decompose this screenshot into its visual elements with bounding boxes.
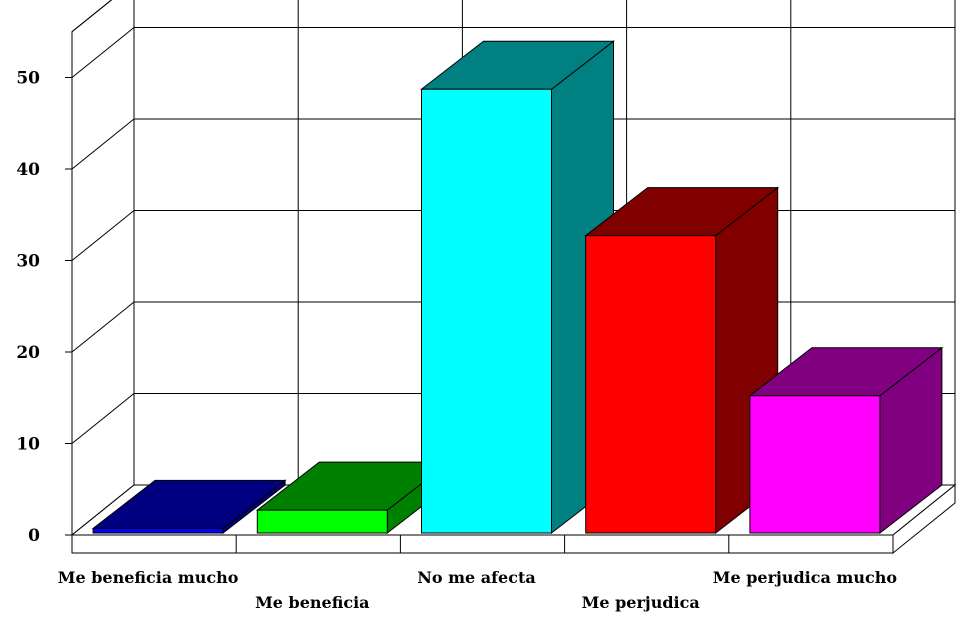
base-front [71, 534, 894, 554]
gridline-side [71, 210, 135, 261]
bars [91, 40, 944, 535]
gridline-side [71, 301, 135, 353]
x-category-label: Me perjudica [582, 593, 700, 612]
bar-front [749, 395, 881, 534]
y-tick-label: 50 [16, 69, 40, 89]
x-category-label: No me afecta [417, 568, 535, 587]
x-category-label: Me perjudica mucho [713, 568, 898, 587]
y-axis: 0 10 20 30 40 50 [16, 69, 40, 547]
y-tick-label: 30 [16, 252, 40, 272]
y-tick-label: 0 [28, 526, 40, 546]
bar-front [92, 527, 224, 534]
top-side-line [71, 0, 113, 33]
y-tick-label: 10 [16, 435, 40, 455]
bar-front [421, 88, 552, 534]
base-side [892, 483, 956, 555]
x-category-label: Me beneficia mucho [58, 568, 239, 587]
bar-4 [584, 186, 780, 535]
bar-1 [91, 479, 287, 535]
gridline-side [71, 27, 135, 78]
bar-3 [420, 40, 615, 535]
x-axis: Me beneficia mucho Me beneficia No me afec… [58, 568, 898, 612]
bar-5 [748, 346, 944, 535]
gridline-side [71, 393, 135, 444]
y-tick-label: 40 [16, 160, 40, 180]
left-wall [71, 0, 135, 537]
gridline-side [71, 118, 135, 170]
x-category-label: Me beneficia [255, 593, 369, 612]
bar-front [585, 235, 717, 534]
bar-front [256, 509, 388, 534]
y-tick-label: 20 [16, 343, 40, 363]
